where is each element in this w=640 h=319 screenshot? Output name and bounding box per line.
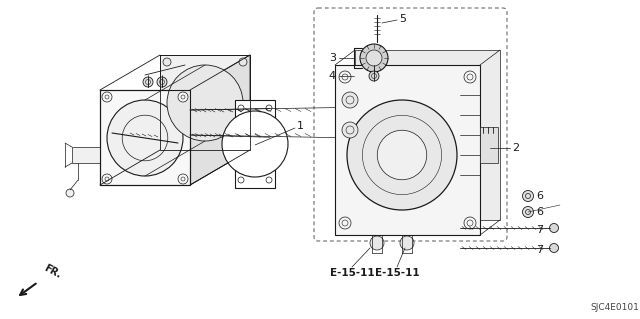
Circle shape	[163, 58, 171, 66]
Circle shape	[360, 44, 388, 72]
Circle shape	[167, 65, 243, 141]
Circle shape	[369, 71, 379, 81]
Circle shape	[342, 92, 358, 108]
Circle shape	[522, 190, 534, 202]
Circle shape	[157, 77, 167, 87]
Circle shape	[66, 189, 74, 197]
Text: E-15-11: E-15-11	[374, 268, 419, 278]
Polygon shape	[480, 127, 498, 163]
Text: 6: 6	[536, 207, 543, 217]
Text: 1: 1	[297, 121, 304, 131]
Text: SJC4E0101: SJC4E0101	[590, 303, 639, 312]
Circle shape	[366, 50, 382, 66]
Polygon shape	[355, 50, 500, 220]
Circle shape	[370, 236, 384, 250]
Circle shape	[239, 58, 247, 66]
Text: 2: 2	[512, 143, 519, 153]
Text: 7: 7	[536, 225, 543, 235]
Circle shape	[178, 174, 188, 184]
Polygon shape	[160, 55, 250, 150]
Circle shape	[550, 243, 559, 253]
Polygon shape	[190, 55, 250, 185]
Circle shape	[238, 105, 244, 111]
Circle shape	[143, 77, 153, 87]
Circle shape	[222, 111, 288, 177]
Text: E-15-11: E-15-11	[330, 268, 374, 278]
Circle shape	[377, 130, 427, 180]
Circle shape	[238, 177, 244, 183]
Circle shape	[522, 206, 534, 218]
Text: 6: 6	[536, 191, 543, 201]
Circle shape	[107, 100, 183, 176]
Circle shape	[178, 92, 188, 102]
Circle shape	[342, 122, 358, 138]
Circle shape	[400, 236, 414, 250]
Circle shape	[339, 71, 351, 83]
Circle shape	[102, 92, 112, 102]
Text: 7: 7	[536, 245, 543, 255]
Polygon shape	[235, 100, 275, 188]
Text: 5: 5	[399, 14, 406, 24]
Circle shape	[464, 217, 476, 229]
Circle shape	[347, 100, 457, 210]
Circle shape	[339, 217, 351, 229]
Text: 4: 4	[329, 71, 336, 81]
Text: 3: 3	[329, 53, 336, 63]
Circle shape	[550, 224, 559, 233]
Circle shape	[464, 71, 476, 83]
Circle shape	[102, 174, 112, 184]
Polygon shape	[100, 150, 250, 185]
Polygon shape	[100, 90, 190, 185]
Polygon shape	[335, 65, 480, 235]
Circle shape	[266, 105, 272, 111]
Text: FR.: FR.	[42, 263, 63, 280]
Circle shape	[266, 177, 272, 183]
Polygon shape	[72, 147, 100, 163]
